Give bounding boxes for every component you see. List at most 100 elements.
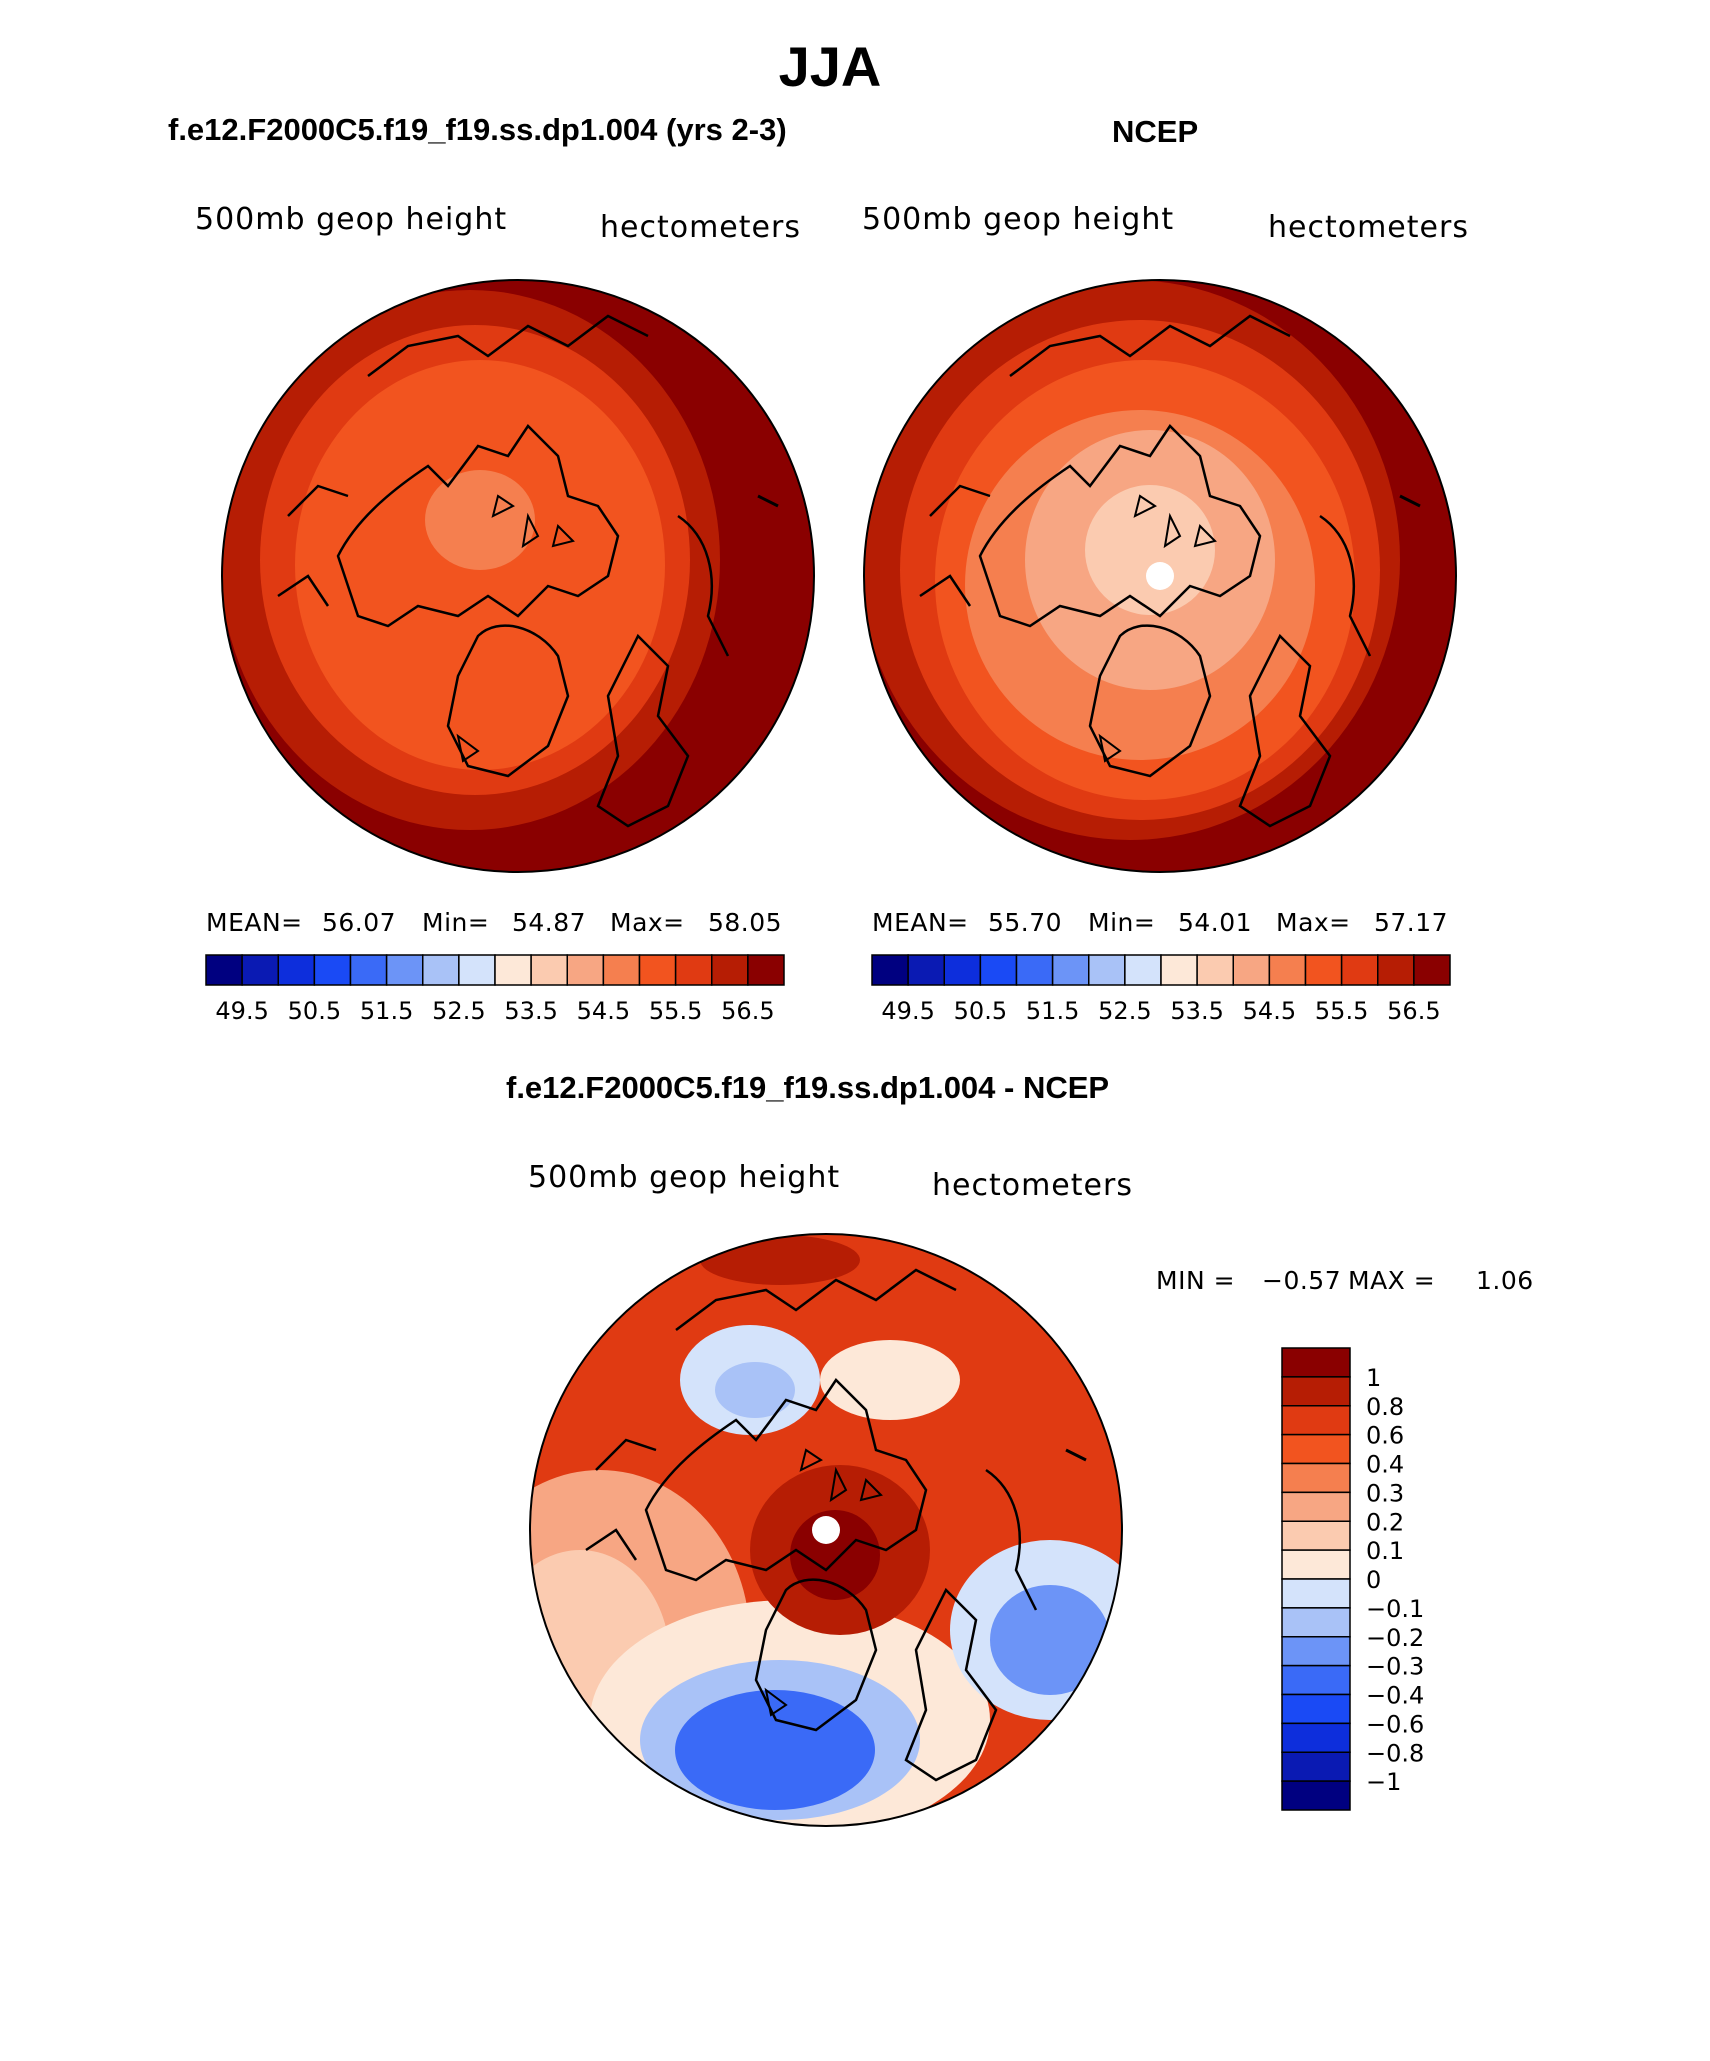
diff-colorbar-swatch [1281,1520,1351,1551]
diff-variable-label: 500mb geop height [528,1160,841,1195]
panel1-colorbar-swatch [205,954,243,986]
diff-colorbar-tick-label: 0.2 [1366,1508,1404,1536]
diff-colorbar-tick-label: 0.8 [1366,1393,1404,1421]
diff-colorbar-swatch [1281,1433,1351,1465]
panel2-colorbar-swatch [1340,954,1379,986]
panel1-map [222,280,814,872]
panel1-colorbar-swatch [385,954,424,986]
panel2-pole-marker [1146,562,1174,590]
panel1-colorbar-tick-label: 50.5 [288,997,341,1025]
panel1-colorbar-swatch [566,954,605,986]
diff-colorbar-swatch [1281,1607,1351,1638]
panel2-max-label: Max= [1276,908,1351,937]
panel1-mean-value: 56.07 [322,908,397,937]
panel2-colorbar-swatch [1268,954,1307,986]
panel2-colorbar-tick-label: 55.5 [1315,997,1368,1025]
panel1-colorbar-swatch [674,954,713,986]
diff-colorbar-tick-label: 0.1 [1366,1537,1404,1565]
panel1-colorbar-swatch [277,954,316,986]
panel1-colorbar-tick-label: 52.5 [432,997,485,1025]
panel2-colorbar-swatch [1196,954,1234,986]
panel1-min-label: Min= [422,908,490,937]
diff-colorbar: 10.80.60.40.30.20.10−0.1−0.2−0.3−0.4−0.6… [1281,1347,1424,1811]
panel2-colorbar-swatch [1377,954,1415,986]
diff-colorbar-tick-label: 0.4 [1366,1451,1404,1479]
panel1-colorbar-swatch [494,954,532,986]
panel2-colorbar-swatch [1088,954,1126,986]
diff-colorbar-swatch [1281,1636,1351,1667]
diff-colorbar-swatch [1281,1780,1351,1811]
diff-colorbar-tick-label: −0.2 [1366,1624,1424,1652]
diff-units-label: hectometers [932,1168,1133,1203]
diff-colorbar-swatch [1281,1347,1351,1378]
panel1-max-label: Max= [610,908,685,937]
diff-colorbar-swatch [1281,1405,1351,1436]
panel1-colorbar-tick-label: 53.5 [504,997,557,1025]
diff-colorbar-tick-label: −0.8 [1366,1739,1424,1767]
diff-colorbar-swatch [1281,1578,1351,1609]
diff-colorbar-tick-label: 0 [1366,1566,1381,1594]
diff-colorbar-tick-label: 0.6 [1366,1422,1404,1450]
panel1-colorbar-tick-label: 54.5 [577,997,630,1025]
panel2-title: NCEP [1112,114,1199,149]
panel1-units-label: hectometers [600,210,801,245]
panel1-colorbar-tick-label: 51.5 [360,997,413,1025]
panel2-colorbar-swatch [1015,954,1054,986]
panel2-mean-value: 55.70 [988,908,1063,937]
panel1-colorbar-swatch [422,954,460,986]
diff-max-label: MAX = [1348,1266,1436,1295]
panel1-min-value: 54.87 [512,908,587,937]
diff-map [530,1234,1122,1826]
panel2-colorbar-tick-label: 54.5 [1243,997,1296,1025]
diff-min-value: −0.57 [1262,1266,1342,1295]
diff-colorbar-tick-label: −0.1 [1366,1595,1424,1623]
panel1-colorbar-swatch [530,954,568,986]
panel2-min-value: 54.01 [1178,908,1253,937]
panel1-colorbar-tick-label: 49.5 [215,997,268,1025]
diff-colorbar-swatch [1281,1462,1351,1494]
panel2-colorbar-tick-label: 53.5 [1170,997,1223,1025]
diff-min-label: MIN = [1156,1266,1236,1295]
panel2-colorbar-swatch [979,954,1018,986]
panel1-title: f.e12.F2000C5.f19_f19.ss.dp1.004 (yrs 2-… [168,112,787,147]
panel2-colorbar-swatch [907,954,945,986]
diff-colorbar-tick-label: −0.3 [1366,1653,1424,1681]
diff-colorbar-swatch [1281,1693,1351,1725]
panel2-colorbar: 49.5 50.5 51.5 52.5 53.5 54.5 55.5 56.5 [871,954,1451,1025]
panel1-colorbar-swatch [638,954,677,986]
diff-colorbar-swatch [1281,1491,1351,1522]
diff-colorbar-swatch [1281,1722,1351,1753]
panel1-colorbar-swatch [602,954,641,986]
diff-max-value: 1.06 [1476,1266,1534,1295]
panel1-colorbar-swatch [747,954,785,986]
diff-pole-marker [812,1516,840,1544]
panel1-colorbar-swatch [313,954,352,986]
panel2-mean-label: MEAN= [872,908,969,937]
panel1-colorbar-swatch [241,954,279,986]
panel2-units-label: hectometers [1268,210,1469,245]
panel2-colorbar-swatch [943,954,982,986]
panel2-max-value: 57.17 [1374,908,1449,937]
panel1-colorbar-swatch [711,954,749,986]
panel1-colorbar-tick-label: 56.5 [721,997,774,1025]
diff-colorbar-tick-label: 0.3 [1366,1479,1404,1507]
diff-colorbar-tick-label: −0.4 [1366,1682,1424,1710]
diff-colorbar-tick-label: 1 [1366,1364,1381,1392]
panel2-colorbar-tick-label: 51.5 [1026,997,1079,1025]
panel2-colorbar-swatch [871,954,909,986]
panel1-mean-label: MEAN= [206,908,303,937]
panel2-colorbar-swatch [1232,954,1271,986]
panel2-colorbar-swatch [1124,954,1162,986]
panel2-colorbar-swatch [1413,954,1451,986]
panel2-colorbar-swatch [1160,954,1198,986]
diff-panel-title: f.e12.F2000C5.f19_f19.ss.dp1.004 - NCEP [506,1070,1110,1105]
panel1-variable-label: 500mb geop height [195,202,508,237]
diff-colorbar-swatch [1281,1549,1351,1580]
diff-colorbar-tick-label: −0.6 [1366,1710,1424,1738]
figure-title: JJA [778,35,882,98]
panel2-colorbar-swatch [1051,954,1090,986]
panel1-colorbar-swatch [458,954,496,986]
panel1-max-value: 58.05 [708,908,783,937]
panel1-colorbar-swatch [349,954,388,986]
panel2-colorbar-tick-label: 52.5 [1098,997,1151,1025]
